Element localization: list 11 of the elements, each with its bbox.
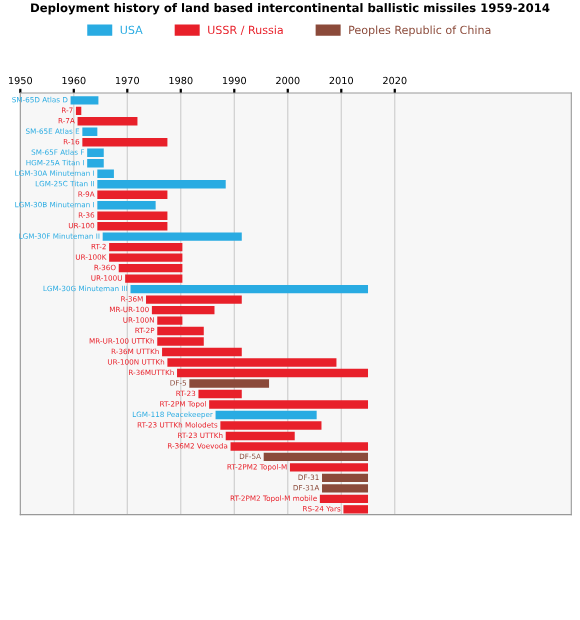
bar: [215, 410, 317, 420]
bar: [82, 127, 98, 136]
bar: [130, 284, 369, 294]
bar: [82, 138, 168, 147]
bar: [102, 232, 242, 241]
bar: [263, 452, 369, 462]
bar: [97, 190, 168, 199]
bar: [70, 96, 99, 105]
bar: [289, 463, 369, 472]
bar: [189, 379, 270, 388]
bar: [97, 201, 156, 210]
